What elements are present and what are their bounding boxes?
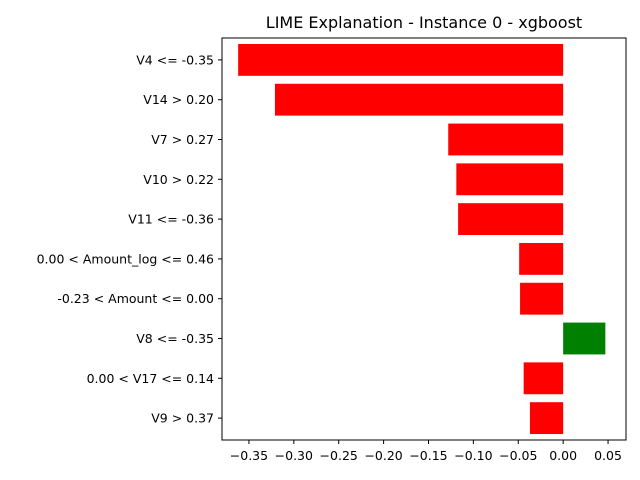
bar-5: [458, 203, 564, 236]
x-tick-label: −0.05: [499, 448, 537, 463]
y-tick-label: V7 > 0.27: [151, 132, 214, 147]
bar-10: [529, 402, 564, 435]
x-tick-label: −0.10: [454, 448, 492, 463]
bar-6: [519, 242, 564, 275]
bar-4: [456, 163, 564, 196]
y-tick-label: V9 > 0.37: [151, 411, 214, 426]
chart-title: LIME Explanation - Instance 0 - xgboost: [266, 13, 582, 32]
x-axis-ticks: −0.35 −0.30 −0.25 −0.20 −0.15 −0.10 −0.05 0.00 0…: [230, 440, 622, 463]
x-tick-label: −0.35: [230, 448, 268, 463]
bar-7: [520, 282, 564, 315]
y-tick-label: V8 <= -0.35: [136, 331, 214, 346]
y-tick-label: -0.23 < Amount <= 0.00: [57, 291, 214, 306]
y-tick-label: V10 > 0.22: [143, 172, 214, 187]
axes-frame: [221, 37, 627, 441]
x-tick-label: 0.05: [594, 448, 622, 463]
y-tick-label: V14 > 0.20: [143, 92, 214, 107]
x-tick-label: −0.20: [364, 448, 402, 463]
bar-3: [448, 123, 564, 156]
bar-1: [238, 43, 564, 76]
bar-9: [523, 362, 564, 395]
y-tick-label: V11 <= -0.36: [128, 212, 214, 227]
y-tick-label: V4 <= -0.35: [136, 52, 214, 67]
x-tick-label: 0.00: [549, 448, 577, 463]
y-axis-ticks: V4 <= -0.35 V14 > 0.20 V7 > 0.27 V10 > 0.22…: [37, 52, 222, 426]
bar-8: [563, 322, 606, 355]
bar-2: [274, 83, 564, 116]
x-tick-label: −0.25: [320, 448, 358, 463]
x-tick-label: −0.30: [275, 448, 313, 463]
bars-group: [238, 43, 606, 435]
x-tick-label: −0.15: [409, 448, 447, 463]
y-tick-label: 0.00 < Amount_log <= 0.46: [37, 251, 214, 266]
y-tick-label: 0.00 < V17 <= 0.14: [87, 371, 214, 386]
